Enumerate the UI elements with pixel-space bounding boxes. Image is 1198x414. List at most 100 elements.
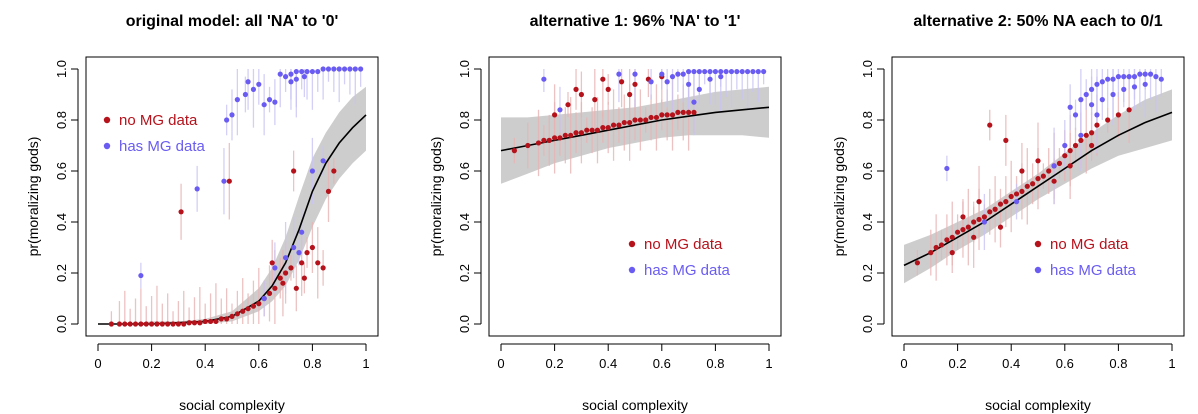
point-no-mg-data [159, 321, 165, 327]
point-no-mg-data [914, 260, 921, 266]
point-no-mg-data [1051, 178, 1057, 184]
point-no-mg-data [1003, 137, 1009, 143]
legend-label: has MG data [119, 138, 206, 155]
y-axis-label: pr(moralizing gods) [831, 137, 847, 257]
point-has-mg-data [1078, 132, 1084, 138]
point-no-mg-data [600, 76, 606, 82]
point-has-mg-data [1110, 91, 1116, 98]
point-has-mg-data [1062, 142, 1068, 149]
point-has-mg-data [734, 68, 740, 75]
y-tick-label: 0.6 [54, 162, 69, 180]
y-tick-label: 0.6 [457, 162, 472, 180]
x-tick-label: 0.8 [303, 356, 321, 371]
point-no-mg-data [226, 178, 232, 184]
point-has-mg-data [1099, 97, 1105, 103]
point-has-mg-data [1083, 91, 1089, 98]
point-has-mg-data [616, 71, 622, 77]
point-has-mg-data [277, 71, 283, 77]
point-has-mg-data [541, 76, 547, 82]
point-no-mg-data [605, 125, 611, 131]
y-tick-label: 0.4 [457, 213, 472, 231]
point-no-mg-data [315, 260, 321, 266]
point-no-mg-data [643, 117, 649, 123]
legend-marker [628, 240, 636, 248]
point-has-mg-data [755, 68, 761, 75]
point-has-mg-data [691, 99, 697, 105]
point-no-mg-data [568, 132, 574, 138]
point-has-mg-data [320, 66, 326, 72]
point-no-mg-data [621, 119, 627, 126]
y-tick-label: 1.0 [860, 60, 875, 78]
point-no-mg-data [965, 224, 971, 230]
point-no-mg-data [1089, 142, 1095, 149]
point-has-mg-data [1126, 74, 1132, 80]
point-no-mg-data [944, 237, 950, 243]
point-no-mg-data [116, 321, 123, 327]
point-no-mg-data [1126, 107, 1132, 113]
point-has-mg-data [696, 68, 702, 75]
point-no-mg-data [616, 122, 622, 128]
x-tick-label: 0 [497, 356, 504, 371]
point-has-mg-data [761, 68, 767, 75]
x-tick-label: 1 [1168, 356, 1175, 371]
point-no-mg-data [541, 137, 547, 143]
point-no-mg-data [293, 285, 299, 291]
point-has-mg-data [675, 71, 681, 77]
point-no-mg-data [1067, 148, 1073, 154]
point-has-mg-data [1142, 81, 1148, 87]
legend-marker [1034, 266, 1042, 274]
point-no-mg-data [669, 112, 676, 118]
point-no-mg-data [565, 102, 571, 108]
point-has-mg-data [712, 68, 719, 75]
point-has-mg-data [272, 265, 278, 271]
point-no-mg-data [653, 114, 660, 121]
point-no-mg-data [987, 122, 993, 128]
point-no-mg-data [304, 250, 310, 256]
point-has-mg-data [659, 71, 665, 77]
point-has-mg-data [245, 79, 251, 85]
chart-title-3: alternative 2: 50% NA each to 0/1 [913, 13, 1162, 30]
point-has-mg-data [320, 158, 326, 164]
point-no-mg-data [632, 117, 638, 123]
y-tick-label: 0.4 [860, 213, 875, 231]
x-tick-label: 0.4 [599, 356, 617, 371]
point-no-mg-data [600, 125, 606, 131]
point-no-mg-data [283, 270, 289, 276]
point-has-mg-data [1105, 76, 1111, 82]
x-tick-label: 1 [362, 356, 369, 371]
point-no-mg-data [610, 122, 617, 128]
point-has-mg-data [750, 68, 756, 75]
point-has-mg-data [696, 86, 702, 92]
y-tick-label: 0.2 [457, 264, 472, 282]
point-no-mg-data [170, 321, 176, 327]
point-has-mg-data [352, 66, 358, 72]
point-has-mg-data [288, 71, 294, 77]
point-no-mg-data [277, 275, 283, 281]
point-has-mg-data [266, 97, 273, 103]
point-has-mg-data [1142, 71, 1148, 77]
y-tick-label: 0.8 [54, 111, 69, 129]
point-no-mg-data [675, 109, 681, 115]
point-no-mg-data [592, 97, 598, 103]
point-has-mg-data [304, 68, 310, 75]
point-has-mg-data [299, 68, 305, 75]
point-no-mg-data [229, 313, 235, 319]
point-no-mg-data [122, 321, 128, 327]
point-has-mg-data [261, 295, 267, 302]
x-tick-label: 0.8 [1109, 356, 1127, 371]
x-tick-label: 0 [900, 356, 907, 371]
point-no-mg-data [1019, 188, 1025, 194]
point-has-mg-data [194, 186, 200, 192]
point-no-mg-data [949, 234, 955, 240]
point-no-mg-data [627, 91, 633, 98]
legend-label: no MG data [119, 112, 198, 129]
point-has-mg-data [234, 97, 240, 103]
point-has-mg-data [632, 71, 638, 77]
chart-title-1: original model: all 'NA' to '0' [126, 13, 339, 30]
point-no-mg-data [949, 250, 955, 256]
point-no-mg-data [584, 127, 590, 133]
point-no-mg-data [1019, 168, 1025, 174]
x-tick-label: 0.6 [250, 356, 268, 371]
point-has-mg-data [341, 66, 348, 72]
